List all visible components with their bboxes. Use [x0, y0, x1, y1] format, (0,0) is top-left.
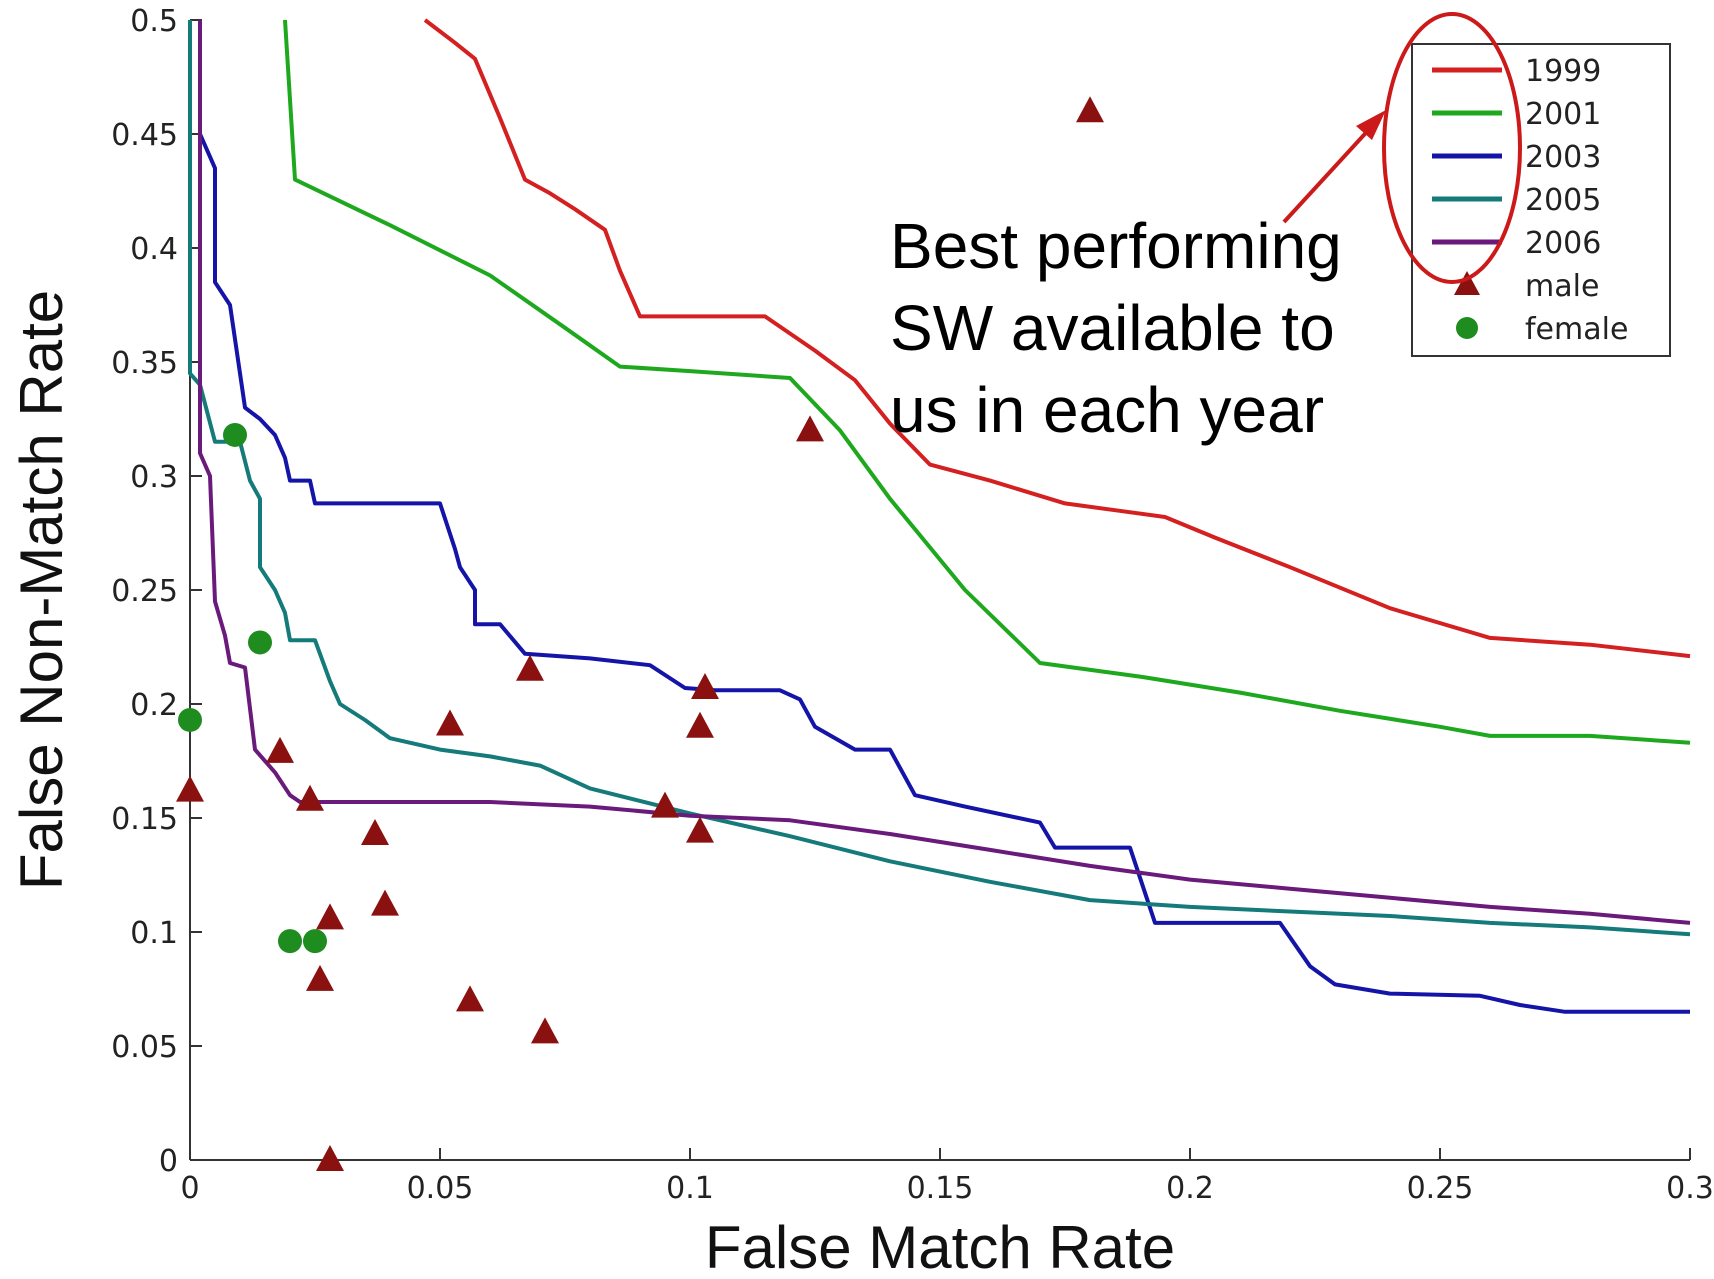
x-tick-label: 0.1	[666, 1171, 714, 1206]
annotation-arrowhead	[1356, 110, 1386, 140]
annotation-line-1: Best performing	[890, 210, 1342, 282]
male-marker	[796, 415, 824, 442]
series-line-2005	[188, 20, 1691, 937]
y-tick-label: 0.35	[111, 346, 178, 381]
legend-label: 2001	[1525, 97, 1601, 132]
male-marker	[371, 889, 399, 916]
male-marker	[316, 903, 344, 930]
female-marker	[223, 422, 247, 447]
legend-swatch-male	[1454, 271, 1480, 295]
highlight-ellipse	[1382, 12, 1522, 284]
y-ticks: 0 0.05 0.1 0.15 0.2 0.25 0.3 0.35 0.4 0.45 0.5	[111, 4, 202, 1179]
male-marker	[531, 1017, 559, 1044]
x-tick-label: 0	[180, 1171, 199, 1206]
male-marker	[436, 709, 464, 736]
y-tick-label: 0.05	[111, 1030, 178, 1065]
x-tick-label: 0.25	[1407, 1171, 1474, 1206]
legend-label: female	[1525, 312, 1628, 347]
male-marker	[306, 964, 334, 991]
annotation-arrow	[1282, 122, 1376, 224]
series-line-2001	[283, 19, 1691, 745]
series-line-2006	[198, 20, 1691, 925]
female-marker	[178, 707, 202, 732]
male-marker	[176, 775, 204, 802]
legend-label: male	[1525, 269, 1599, 304]
male-marker	[1076, 96, 1104, 123]
y-tick-label: 0.5	[130, 4, 178, 39]
legend-label: 2006	[1525, 226, 1601, 261]
y-tick-label: 0.2	[130, 688, 178, 723]
male-marker	[296, 784, 324, 811]
markers	[176, 96, 1104, 1171]
male-marker	[266, 736, 294, 763]
male-marker	[316, 1145, 344, 1171]
legend-label: 2003	[1525, 140, 1601, 175]
male-marker	[686, 816, 714, 843]
legend-label: 1999	[1525, 54, 1601, 89]
annotation: Best performing SW available to us in ea…	[890, 12, 1522, 446]
male-marker	[691, 673, 719, 700]
x-ticks: 0 0.05 0.1 0.15 0.2 0.25 0.3	[180, 1148, 1714, 1206]
series-line-1999	[423, 18, 1691, 659]
x-axis-title: False Match Rate	[705, 1214, 1175, 1279]
male-marker	[686, 711, 714, 738]
x-tick-label: 0.3	[1666, 1171, 1714, 1206]
y-tick-label: 0.45	[111, 118, 178, 153]
x-tick-label: 0.15	[907, 1171, 974, 1206]
annotation-line-3: us in each year	[890, 374, 1324, 446]
x-tick-label: 0.05	[407, 1171, 474, 1206]
y-tick-label: 0.4	[130, 232, 178, 267]
male-marker	[651, 791, 679, 818]
y-tick-label: 0.15	[111, 802, 178, 837]
y-tick-label: 0.3	[130, 460, 178, 495]
female-marker	[248, 630, 272, 655]
legend-label: 2005	[1525, 183, 1601, 218]
annotation-line-2: SW available to	[890, 292, 1335, 364]
female-marker	[303, 929, 327, 954]
x-tick-label: 0.2	[1166, 1171, 1214, 1206]
male-marker	[361, 818, 389, 845]
y-tick-label: 0	[159, 1144, 178, 1179]
y-tick-label: 0.25	[111, 574, 178, 609]
male-marker	[456, 985, 484, 1012]
y-tick-label: 0.1	[130, 916, 178, 951]
legend: 1999 2001 2003 2005 2006 male female	[1411, 43, 1671, 357]
male-marker	[516, 654, 544, 681]
y-axis-title: False Non-Match Rate	[8, 290, 75, 890]
female-marker	[278, 929, 302, 954]
legend-swatch-female	[1456, 317, 1478, 339]
